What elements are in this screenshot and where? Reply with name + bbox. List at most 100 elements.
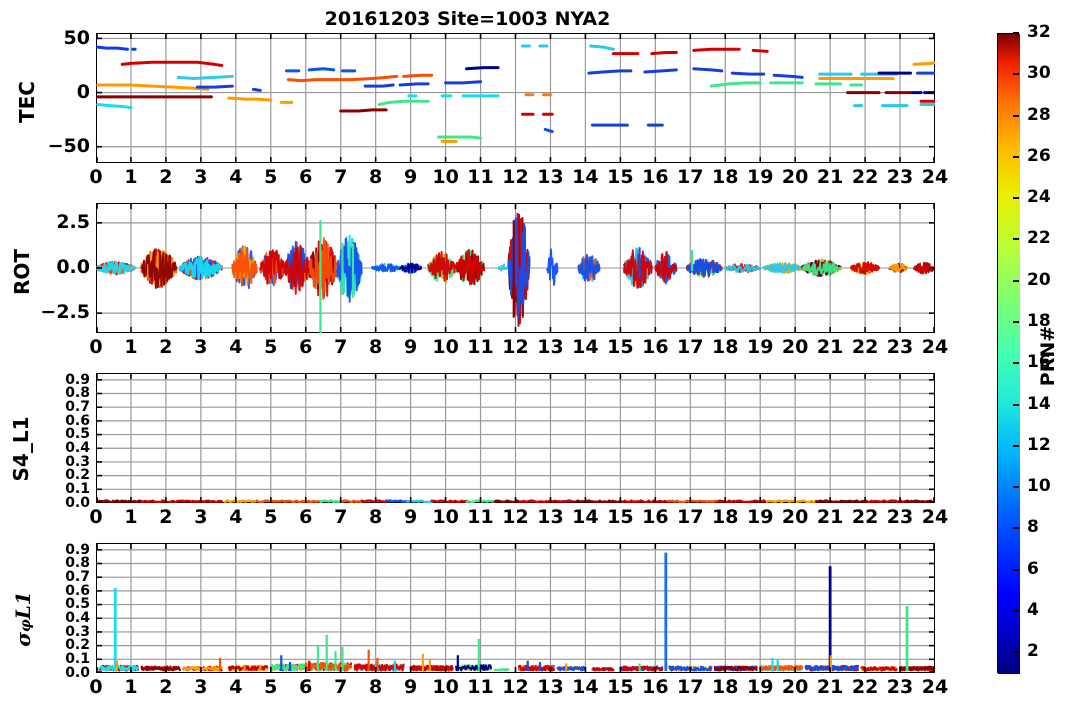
- xtick-label: 0: [89, 166, 103, 188]
- colorbar-tick-label: 8: [1027, 517, 1039, 538]
- xtick-label: 6: [299, 676, 313, 698]
- ytick-label: 0.6: [65, 412, 90, 429]
- xtick-label: 12: [502, 166, 529, 188]
- ytick-label: 0.7: [65, 568, 90, 585]
- ytick-label: 0.5: [65, 426, 90, 443]
- xtick-label: 0: [89, 336, 103, 358]
- xtick-label: 10: [432, 166, 459, 188]
- xtick-label: 4: [229, 336, 243, 358]
- ytick-label: 0.9: [65, 541, 90, 558]
- xtick-label: 23: [886, 676, 914, 698]
- colorbar-tick-label: 20: [1027, 269, 1051, 290]
- ytick-label: −50: [47, 134, 90, 157]
- xtick-label: 6: [299, 166, 313, 188]
- xtick-label: 2: [159, 166, 173, 188]
- xtick-label: 2: [159, 676, 173, 698]
- xtick-label: 9: [404, 676, 418, 698]
- xtick-label: 11: [467, 676, 494, 698]
- xtick-label: 16: [642, 336, 669, 358]
- ytick-label: 0.3: [65, 453, 90, 470]
- xtick-label: 15: [607, 166, 634, 188]
- xtick-label: 21: [816, 506, 844, 528]
- colorbar-tick-mark: [1013, 114, 1019, 117]
- ytick-label: 0.0: [65, 494, 90, 511]
- xtick-label: 11: [467, 336, 494, 358]
- xtick-label: 13: [537, 166, 564, 188]
- xtick-label: 23: [886, 336, 914, 358]
- colorbar-tick-label: 28: [1027, 104, 1051, 125]
- xtick-label: 4: [229, 166, 243, 188]
- xtick-label: 20: [781, 166, 809, 188]
- colorbar-tick-mark: [1013, 155, 1019, 158]
- xtick-label: 3: [194, 676, 208, 698]
- xtick-label: 7: [334, 506, 348, 528]
- xtick-label: 13: [537, 336, 564, 358]
- colorbar-tick-mark: [1013, 321, 1019, 324]
- xtick-label: 18: [712, 676, 739, 698]
- xtick-label: 7: [334, 336, 348, 358]
- colorbar-tick-label: 22: [1027, 228, 1051, 249]
- xtick-label: 14: [572, 676, 599, 698]
- xtick-label: 16: [642, 166, 669, 188]
- colorbar-tick-label: 32: [1027, 22, 1051, 42]
- colorbar-tick-label: 4: [1027, 600, 1039, 621]
- xtick-label: 20: [781, 676, 809, 698]
- xtick-label: 17: [677, 676, 704, 698]
- xtick-label: 9: [404, 336, 418, 358]
- xtick-label: 2: [159, 336, 173, 358]
- xtick-label: 5: [264, 336, 278, 358]
- xtick-label: 24: [921, 336, 949, 358]
- ytick-label: 0.8: [65, 385, 90, 402]
- xtick-label: 14: [572, 506, 599, 528]
- xtick-label: 7: [334, 166, 348, 188]
- ytick-label: 0: [76, 80, 90, 103]
- colorbar-tick-label: 30: [1027, 63, 1051, 84]
- panel-s4-l1: [96, 373, 935, 503]
- colorbar-tick-label: 24: [1027, 187, 1051, 208]
- colorbar-tick-label: 6: [1027, 558, 1039, 579]
- xtick-label: 22: [851, 166, 879, 188]
- ytick-label: 0.2: [65, 467, 90, 484]
- xtick-label: 1: [124, 506, 138, 528]
- colorbar-tick-label: 2: [1027, 641, 1039, 662]
- xtick-label: 10: [432, 506, 459, 528]
- xtick-label: 19: [746, 506, 774, 528]
- colorbar-tick-mark: [1013, 527, 1019, 530]
- xtick-label: 20: [781, 336, 809, 358]
- xtick-label: 5: [264, 676, 278, 698]
- xtick-label: 8: [369, 336, 383, 358]
- ytick-label: 0.9: [65, 371, 90, 388]
- xtick-label: 1: [124, 166, 138, 188]
- xtick-label: 16: [642, 506, 669, 528]
- xtick-label: 1: [124, 676, 138, 698]
- xtick-label: 22: [851, 506, 879, 528]
- colorbar-tick-mark: [1013, 486, 1019, 489]
- xtick-label: 4: [229, 506, 243, 528]
- xtick-label: 3: [194, 166, 208, 188]
- ytick-label: 0.8: [65, 555, 90, 572]
- xtick-label: 20: [781, 506, 809, 528]
- xtick-label: 15: [607, 336, 634, 358]
- ytick-label: 50: [63, 26, 90, 49]
- panel-rot-canvas: [96, 203, 935, 333]
- xtick-label: 13: [537, 676, 564, 698]
- colorbar-tick-mark: [1013, 362, 1019, 365]
- figure-title: 20161203 Site=1003 NYA2: [324, 8, 611, 30]
- xtick-label: 12: [502, 676, 529, 698]
- xtick-label: 24: [921, 166, 949, 188]
- ytick-label: 0.0: [65, 664, 90, 681]
- colorbar-tick-mark: [1013, 238, 1019, 241]
- xtick-label: 6: [299, 336, 313, 358]
- ytick-label: 0.4: [65, 609, 90, 626]
- ytick-label: 0.4: [65, 439, 90, 456]
- axis-label-tec: TEC: [15, 81, 39, 123]
- ytick-label: 2.5: [56, 210, 90, 233]
- xtick-label: 4: [229, 676, 243, 698]
- ytick-label: 0.1: [65, 481, 90, 498]
- colorbar: [997, 33, 1020, 674]
- xtick-label: 2: [159, 506, 173, 528]
- xtick-label: 3: [194, 336, 208, 358]
- xtick-label: 15: [607, 506, 634, 528]
- xtick-label: 11: [467, 166, 494, 188]
- xtick-label: 8: [369, 166, 383, 188]
